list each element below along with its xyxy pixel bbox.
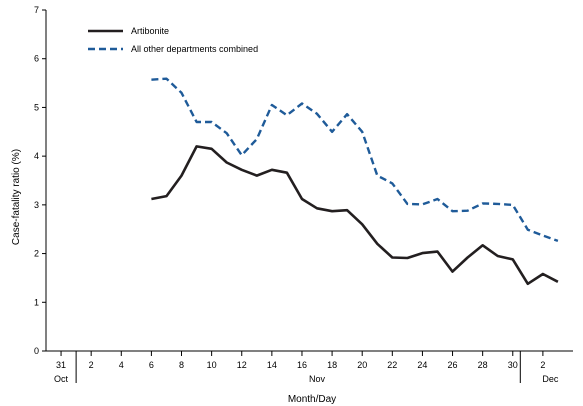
x-tick-label: 28 (478, 360, 488, 370)
x-tick-label: 18 (327, 360, 337, 370)
y-tick-label: 3 (34, 200, 39, 210)
y-tick-label: 7 (34, 5, 39, 15)
y-tick-label: 5 (34, 102, 39, 112)
y-tick-label: 4 (34, 151, 39, 161)
x-tick-label: 2 (89, 360, 94, 370)
x-tick-label: 30 (508, 360, 518, 370)
y-axis-title: Case-fatality ratio (%) (11, 149, 22, 245)
month-label: Oct (54, 374, 69, 384)
x-tick-label: 20 (357, 360, 367, 370)
series-line-artibonite (151, 145, 559, 286)
month-label: Dec (542, 374, 559, 384)
legend: Artibonite All other departments combined (88, 26, 258, 54)
x-tick-label: 2 (540, 360, 545, 370)
x-tick-label: 12 (237, 360, 247, 370)
x-tick-label: 24 (417, 360, 427, 370)
x-tick-label: 16 (297, 360, 307, 370)
x-tick-label: 22 (387, 360, 397, 370)
x-tick-label: 26 (448, 360, 458, 370)
month-label: Nov (309, 374, 326, 384)
y-tick-label: 1 (34, 297, 39, 307)
x-tick-label: 4 (119, 360, 124, 370)
x-tick-label: 8 (179, 360, 184, 370)
series-group (151, 77, 559, 286)
x-axis-title: Month/Day (288, 394, 336, 405)
x-tick-label: 31 (56, 360, 66, 370)
y-tick-label: 2 (34, 249, 39, 259)
series-line-other-departments (151, 77, 559, 243)
x-tick-label: 6 (149, 360, 154, 370)
legend-label: Artibonite (131, 26, 169, 36)
x-tick-label: 14 (267, 360, 277, 370)
y-tick-label: 6 (34, 54, 39, 64)
legend-label: All other departments combined (131, 44, 258, 54)
y-tick-label: 0 (34, 346, 39, 356)
x-tick-label: 10 (207, 360, 217, 370)
